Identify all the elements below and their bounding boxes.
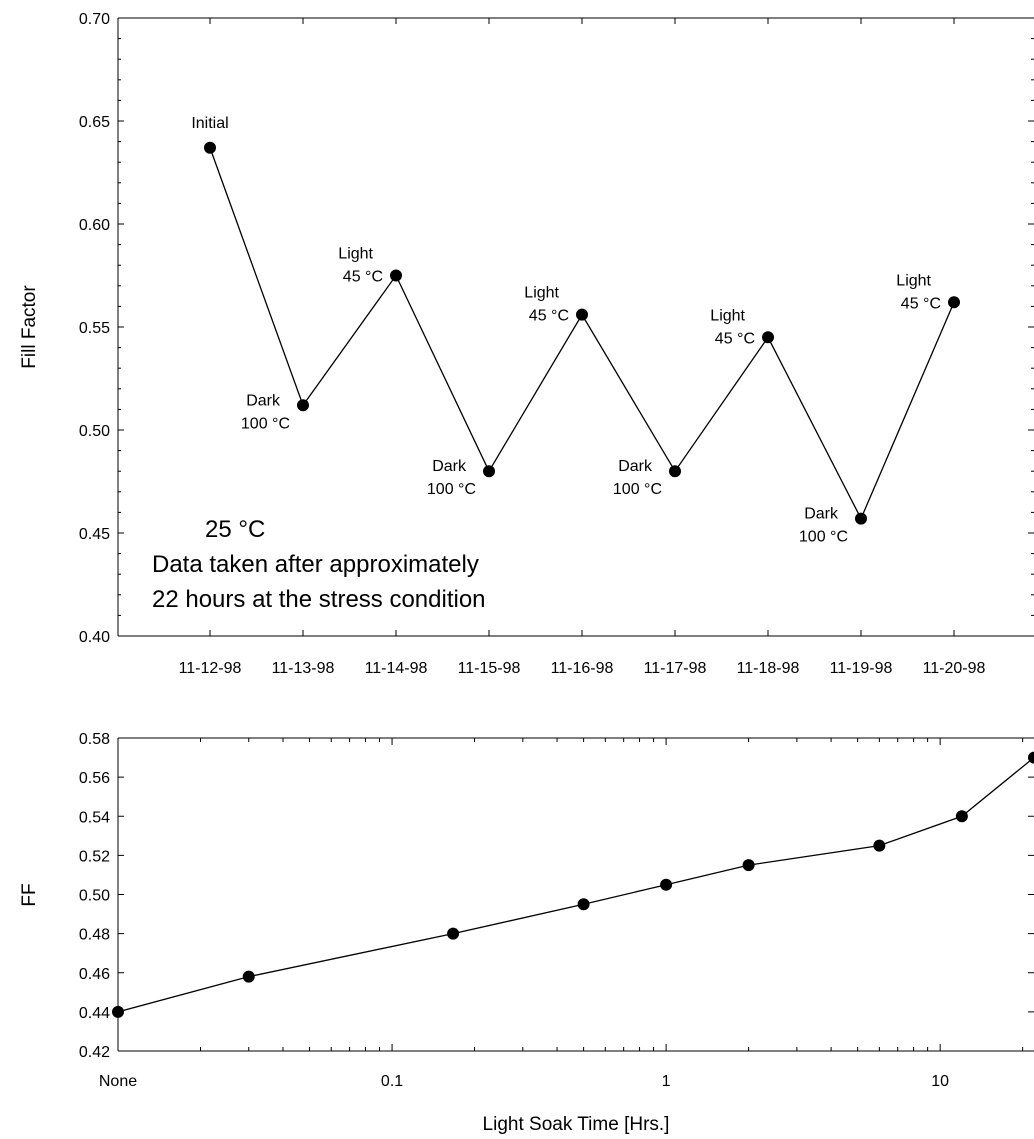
point-label-condition: Dark <box>432 458 467 475</box>
top-x-tick-label: 11-18-98 <box>737 660 800 677</box>
top-y-tick-label: 0.50 <box>79 423 110 440</box>
fill-factor-point <box>576 308 588 321</box>
point-label-temperature: 100 °C <box>613 481 662 498</box>
annotation-line-2: 22 hours at the stress condition <box>152 586 486 613</box>
condition-labels: Initial Dark 100 °C Light 45 °C Dark 100 °C Lig… <box>191 115 941 546</box>
point-label: Initial <box>191 115 228 132</box>
top-x-tick-label: 11-15-98 <box>458 660 521 677</box>
bottom-x-tick-label: 10 <box>931 1073 949 1090</box>
bottom-y-tick-label: 0.50 <box>79 888 110 905</box>
top-y-tick-label: 0.45 <box>79 526 110 543</box>
bottom-y-tick-label: 0.56 <box>79 770 110 787</box>
point-label-temperature: 45 °C <box>529 308 569 325</box>
ff-point <box>577 898 590 911</box>
bottom-x-tick-label: 0.1 <box>381 1073 403 1090</box>
top-y-tick-label: 0.60 <box>79 217 110 234</box>
fill-factor-point <box>948 296 960 309</box>
top-x-tick-label: 11-12-98 <box>179 660 242 677</box>
annotation-line-1: Data taken after approximately <box>152 551 479 578</box>
point-label-condition: Light <box>896 272 931 289</box>
bottom-x-tick-label: 1 <box>662 1073 671 1090</box>
fill-factor-point <box>855 512 867 525</box>
top-y-tick-label: 0.70 <box>79 11 110 28</box>
ff-point <box>742 859 755 872</box>
fill-factor-point <box>669 465 681 478</box>
bottom-y-tick-label: 0.42 <box>79 1044 110 1061</box>
fill-factor-point <box>297 399 309 412</box>
point-label-temperature: 100 °C <box>241 415 290 432</box>
top-x-tick-label: 11-16-98 <box>551 660 614 677</box>
fill-factor-point <box>390 269 402 282</box>
fill-factor-point <box>483 465 495 478</box>
ff-series <box>112 751 1034 1018</box>
top-y-tick-label: 0.40 <box>79 629 110 646</box>
bottom-y-ticks: 0.42 0.44 0.46 0.48 0.50 0.52 0.54 0.56 0.58 <box>79 731 1034 1061</box>
ff-point <box>1028 751 1034 764</box>
ff-point <box>955 810 968 823</box>
point-label-temperature: 100 °C <box>799 529 848 546</box>
top-y-axis-label: Fill Factor <box>19 285 40 369</box>
top-x-tick-label: 11-13-98 <box>272 660 335 677</box>
bottom-y-tick-label: 0.46 <box>79 966 110 983</box>
bottom-y-tick-label: 0.52 <box>79 848 110 865</box>
point-label-temperature: 45 °C <box>343 269 383 286</box>
bottom-y-tick-label: 0.58 <box>79 731 110 748</box>
point-label-condition: Dark <box>804 506 839 523</box>
top-x-tick-label: 11-17-98 <box>644 660 707 677</box>
annotation-temperature: 25 °C <box>205 516 265 543</box>
fill-factor-series <box>204 141 960 525</box>
ff-line <box>117 757 1034 1013</box>
point-label-condition: Light <box>338 246 373 263</box>
point-label-condition: Dark <box>246 392 281 409</box>
bottom-y-tick-label: 0.54 <box>79 809 110 826</box>
top-y-ticks: 0.40 0.45 0.50 0.55 0.60 0.65 0.70 <box>79 11 1034 646</box>
fill-factor-line <box>209 147 955 521</box>
ff-point <box>873 839 886 852</box>
bottom-y-tick-label: 0.44 <box>79 1005 110 1022</box>
ff-point <box>112 1005 124 1018</box>
ff-point <box>660 878 673 891</box>
point-label-temperature: 45 °C <box>901 295 941 312</box>
top-y-tick-label: 0.55 <box>79 320 110 337</box>
top-x-tick-label: 11-14-98 <box>365 660 428 677</box>
point-label-condition: Dark <box>618 458 653 475</box>
ff-point <box>242 970 255 983</box>
fill-factor-point <box>204 141 216 154</box>
bottom-x-ticks: None 0.1 1 10 <box>99 738 1024 1090</box>
point-label-temperature: 45 °C <box>715 330 755 347</box>
top-y-tick-label: 0.65 <box>79 114 110 131</box>
ff-point <box>447 927 460 940</box>
bottom-y-axis-label: FF <box>19 883 40 906</box>
top-x-tick-label: 11-20-98 <box>923 660 986 677</box>
bottom-y-tick-label: 0.48 <box>79 927 110 944</box>
fill-factor-chart: 0.400.450.500.550.600.650.70 11-12-98 11-… <box>19 11 1034 677</box>
point-label-temperature: 100 °C <box>427 481 476 498</box>
fill-factor-point <box>762 331 774 344</box>
bottom-x-axis-label: Light Soak Time [Hrs.] <box>483 1114 670 1135</box>
ff-vs-soak-time-chart: 0.42 0.44 0.46 0.48 0.50 0.52 0.54 0.56 0.58 Non… <box>19 731 1034 1135</box>
bottom-x-tick-label: None <box>99 1073 137 1090</box>
top-x-tick-label: 11-19-98 <box>830 660 893 677</box>
top-x-ticks: 11-12-98 11-13-98 11-14-98 11-15-98 11-16-98… <box>179 18 986 677</box>
point-label-condition: Light <box>524 285 559 302</box>
point-label-condition: Light <box>710 307 745 324</box>
annotation-block: 25 °C Data taken after approximately 22 … <box>152 516 486 613</box>
